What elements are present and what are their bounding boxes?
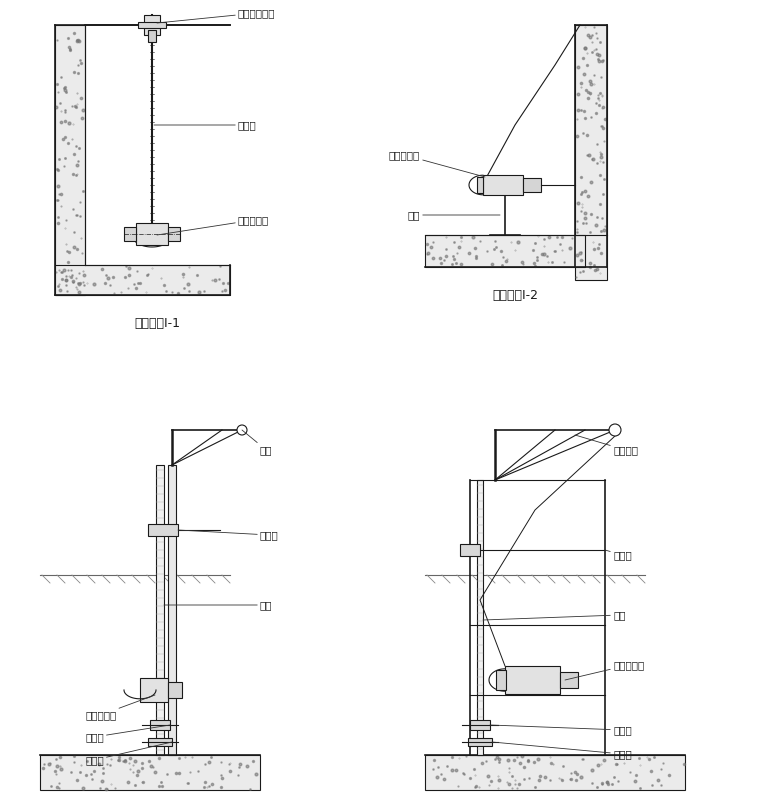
Bar bbox=[156, 465, 164, 755]
Bar bbox=[150, 720, 170, 730]
Text: 安装系统Ⅰ-2: 安装系统Ⅰ-2 bbox=[492, 289, 538, 302]
Bar bbox=[144, 15, 160, 35]
Text: 转向杆: 转向杆 bbox=[154, 120, 256, 130]
Bar bbox=[168, 227, 180, 241]
Text: 起吊系统: 起吊系统 bbox=[575, 435, 638, 455]
Text: 支架: 支架 bbox=[407, 210, 500, 220]
Text: 潜水搅拌机: 潜水搅拌机 bbox=[565, 660, 644, 680]
Bar bbox=[468, 738, 492, 746]
Text: 潜水搅拌机: 潜水搅拌机 bbox=[157, 215, 269, 235]
Bar bbox=[140, 678, 168, 702]
Text: 下托架: 下托架 bbox=[85, 742, 172, 765]
Bar bbox=[560, 672, 578, 688]
Bar bbox=[55, 25, 85, 295]
Bar bbox=[138, 22, 166, 28]
Text: 潜水搅拌机: 潜水搅拌机 bbox=[85, 695, 155, 720]
Circle shape bbox=[609, 424, 621, 436]
Bar bbox=[148, 30, 156, 42]
Text: 潜水搅拌机: 潜水搅拌机 bbox=[389, 150, 485, 177]
Bar bbox=[575, 25, 607, 280]
Bar bbox=[460, 544, 480, 556]
Text: 支撑架: 支撑架 bbox=[178, 530, 278, 540]
Text: 下托架: 下托架 bbox=[492, 742, 632, 759]
Bar bbox=[505, 666, 560, 694]
Bar bbox=[477, 480, 483, 755]
Bar bbox=[477, 177, 483, 193]
Bar bbox=[148, 524, 178, 536]
Bar bbox=[40, 755, 260, 790]
Text: 限位架: 限位架 bbox=[85, 725, 170, 742]
Bar bbox=[148, 738, 172, 746]
Text: 转向支架总成: 转向支架总成 bbox=[157, 8, 275, 23]
Text: 导杆: 导杆 bbox=[164, 600, 272, 610]
Bar bbox=[425, 235, 585, 267]
Text: 限位架: 限位架 bbox=[490, 725, 632, 735]
Bar bbox=[136, 223, 168, 245]
Text: 支撑架: 支撑架 bbox=[605, 550, 632, 560]
Text: 安装系统Ⅰ-1: 安装系统Ⅰ-1 bbox=[134, 317, 180, 330]
Bar bbox=[470, 720, 490, 730]
Text: 导杆: 导杆 bbox=[483, 610, 626, 620]
Bar bbox=[168, 465, 176, 755]
Bar bbox=[85, 25, 230, 265]
Bar bbox=[523, 178, 541, 192]
Bar bbox=[55, 265, 230, 295]
Text: 吊梁: 吊梁 bbox=[242, 430, 272, 455]
Bar bbox=[425, 755, 685, 790]
Bar bbox=[168, 682, 182, 698]
Bar bbox=[483, 175, 523, 195]
Bar bbox=[124, 227, 136, 241]
Circle shape bbox=[237, 425, 247, 435]
Bar bbox=[496, 670, 506, 690]
